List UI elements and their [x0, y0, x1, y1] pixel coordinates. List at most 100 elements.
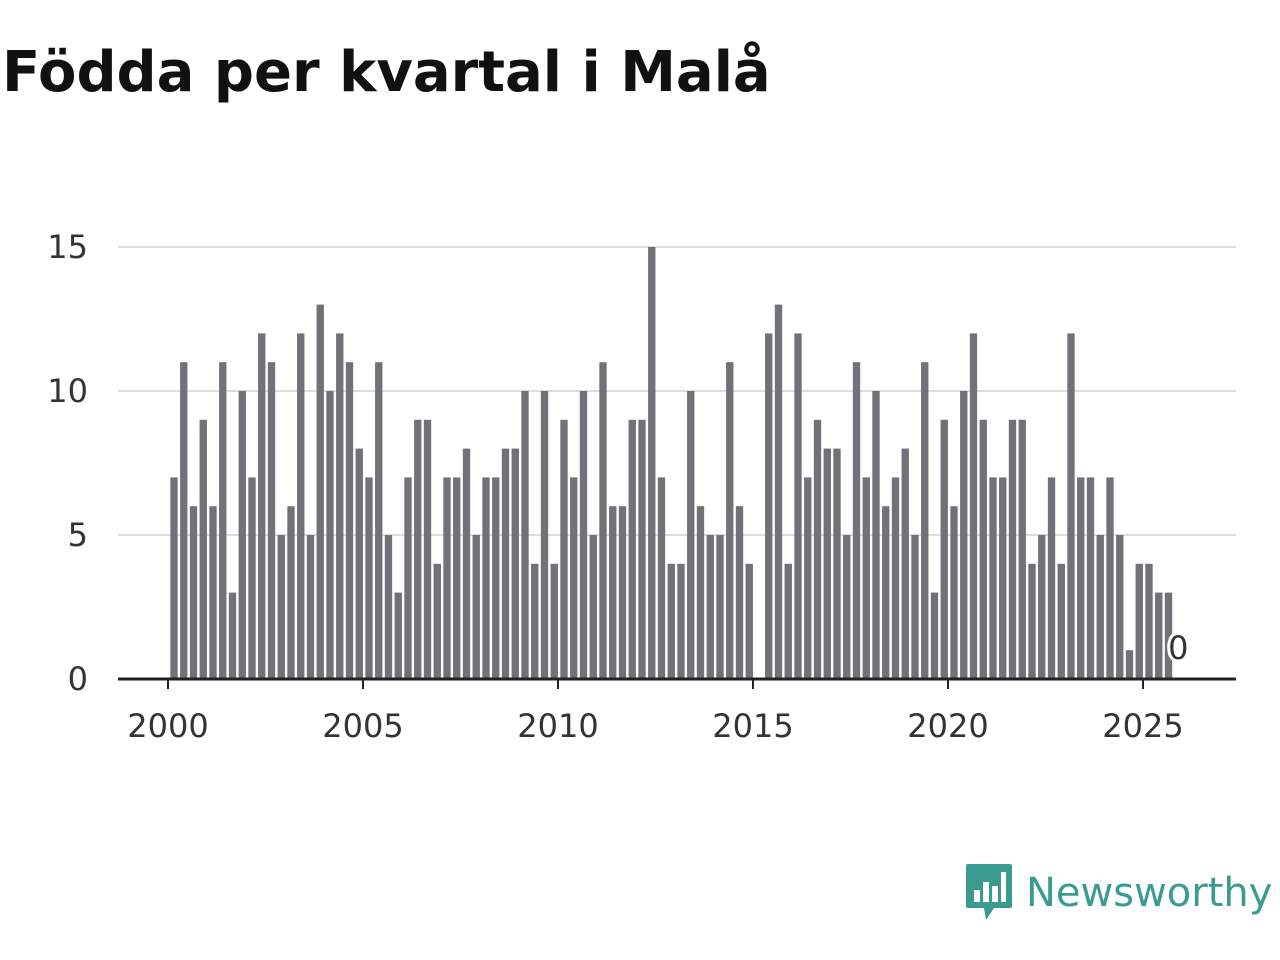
bar-35 [511, 448, 519, 679]
bar-50 [657, 477, 666, 679]
bar-9 [258, 333, 266, 679]
bar-68 [833, 448, 841, 679]
bar-91 [1057, 563, 1065, 679]
bar-52 [677, 563, 685, 679]
bar-89 [1038, 535, 1046, 679]
y-tick-label-0: 0 [68, 660, 88, 698]
newsworthy-brand: Newsworthy [964, 862, 1272, 924]
bar-17 [336, 333, 344, 679]
bar-74 [891, 477, 900, 679]
bar-63 [784, 563, 792, 679]
bar-71 [862, 477, 870, 679]
bar-6 [228, 592, 237, 679]
bar-93 [1077, 477, 1085, 679]
bar-16 [326, 391, 334, 679]
bar-56 [716, 535, 724, 679]
bar-95 [1096, 535, 1104, 679]
bar-85 [999, 477, 1007, 679]
bar-102 [1164, 592, 1173, 679]
bar-73 [882, 506, 890, 679]
bar-82 [969, 333, 978, 679]
bar-5 [219, 362, 227, 679]
bar-10 [267, 362, 276, 679]
bar-3 [199, 419, 207, 679]
y-tick-label-15: 15 [47, 228, 88, 266]
bar-43 [589, 535, 597, 679]
x-tick-label-2005: 2005 [322, 707, 403, 745]
bar-72 [872, 391, 880, 679]
bar-33 [492, 477, 500, 679]
bar-22 [384, 535, 393, 679]
bar-13 [297, 333, 305, 679]
bar-38 [540, 391, 549, 679]
bar-75 [901, 448, 909, 679]
y-tick-label-5: 5 [68, 516, 88, 554]
x-tick-label-2000: 2000 [127, 707, 208, 745]
bar-29 [453, 477, 461, 679]
bar-4 [209, 506, 217, 679]
bar-25 [414, 419, 422, 679]
bar-76 [911, 535, 919, 679]
bar-94 [1086, 477, 1095, 679]
bar-88 [1028, 563, 1036, 679]
bar-0 [170, 477, 178, 679]
y-axis: 0 5 10 15 [47, 228, 88, 698]
bar-24 [404, 477, 412, 679]
bar-97 [1116, 535, 1124, 679]
bar-27 [433, 563, 441, 679]
bar-12 [287, 506, 295, 679]
bar-15 [316, 304, 324, 679]
x-axis: 2000 2005 2010 2015 2020 2025 [118, 677, 1236, 745]
bar-57 [726, 362, 734, 679]
bar-46 [618, 506, 627, 679]
bar-87 [1018, 419, 1026, 679]
bar-7 [238, 391, 246, 679]
bar-64 [794, 333, 802, 679]
bar-51 [667, 563, 675, 679]
bar-41 [570, 477, 578, 679]
bar-30 [462, 448, 471, 679]
bar-14 [306, 535, 315, 679]
bar-98 [1125, 650, 1134, 679]
bar-65 [804, 477, 812, 679]
bar-80 [950, 506, 958, 679]
bar-20 [365, 477, 373, 679]
bar-2 [189, 506, 198, 679]
bar-69 [843, 535, 851, 679]
bar-1 [180, 362, 188, 679]
bar-11 [277, 535, 285, 679]
bar-26 [423, 419, 432, 679]
bar-101 [1155, 592, 1163, 679]
bar-100 [1145, 563, 1153, 679]
bar-53 [687, 391, 695, 679]
bar-96 [1106, 477, 1114, 679]
bar-47 [628, 419, 636, 679]
bar-42 [579, 391, 588, 679]
x-tick-label-2010: 2010 [517, 707, 598, 745]
y-tick-label-10: 10 [47, 372, 88, 410]
bar-37 [531, 563, 539, 679]
bar-28 [443, 477, 451, 679]
bar-81 [960, 391, 968, 679]
bar-34 [501, 448, 510, 679]
bar-70 [852, 362, 861, 679]
bar-92 [1067, 333, 1075, 679]
bar-18 [345, 362, 354, 679]
bar-61 [765, 333, 773, 679]
bar-32 [482, 477, 490, 679]
newsworthy-logo-icon [966, 864, 1012, 920]
x-tick-label-2025: 2025 [1102, 707, 1183, 745]
bar-67 [823, 448, 831, 679]
bar-49 [648, 247, 656, 679]
bar-19 [355, 448, 363, 679]
bar-44 [599, 362, 607, 679]
bar-83 [979, 419, 987, 679]
bar-39 [550, 563, 558, 679]
bar-45 [609, 506, 617, 679]
x-tick-label-2015: 2015 [712, 707, 793, 745]
bar-84 [989, 477, 997, 679]
bar-54 [696, 506, 705, 679]
bar-62 [774, 304, 783, 679]
last-value-label: 0 [1168, 629, 1188, 667]
